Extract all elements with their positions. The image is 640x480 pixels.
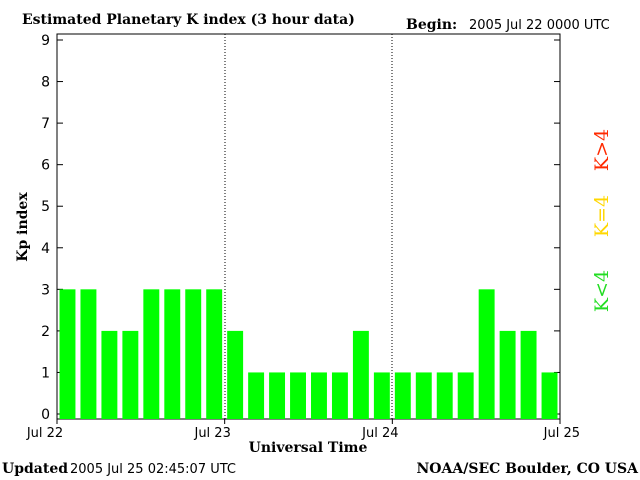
kp-bar [541, 372, 558, 419]
updated-label: Updated [2, 461, 68, 477]
y-tick-label: 2 [41, 324, 50, 340]
kp-bar [185, 289, 202, 419]
kp-bar [331, 372, 348, 419]
y-tick-label: 0 [41, 407, 50, 423]
kp-bar [290, 372, 306, 419]
y-tick-label: 3 [41, 282, 50, 298]
kp-bar [415, 372, 432, 419]
y-tick-label: 6 [41, 158, 50, 174]
y-tick-label: 1 [41, 365, 50, 381]
chart-title: Estimated Planetary K index (3 hour data… [22, 12, 355, 28]
kp-bar [520, 330, 537, 419]
kp-bar [206, 289, 223, 419]
kp-bar [436, 372, 453, 419]
kp-bar [101, 330, 118, 419]
kp-bar [311, 372, 327, 419]
kp-bar [248, 372, 265, 419]
y-tick-label: 9 [41, 33, 50, 49]
source-credit: NOAA/SEC Boulder, CO USA [417, 461, 640, 477]
kp-bar [478, 289, 495, 419]
kp-bar [499, 330, 516, 419]
kp-bar [394, 372, 411, 419]
x-tick-label: Jul 22 [26, 426, 63, 441]
begin-value: 2005 Jul 22 0000 UTC [469, 18, 610, 33]
y-axis-ticks: 0 1 2 3 4 5 6 7 8 9 [41, 33, 560, 423]
legend-k-greater-4: K>4 [591, 129, 613, 171]
kp-bar [59, 289, 76, 419]
x-tick-label: Jul 24 [361, 426, 398, 441]
kp-bar [164, 289, 181, 419]
x-axis-ticks: Jul 22 Jul 23 Jul 24 Jul 25 [26, 419, 580, 441]
kp-bar [373, 372, 390, 419]
bars [59, 289, 558, 419]
legend-k-equal-4: K=4 [591, 195, 613, 237]
y-axis-label: Kp index [15, 192, 31, 262]
legend-k-less-4: K<4 [591, 270, 613, 312]
kp-bar [80, 289, 97, 419]
kp-bar [269, 372, 286, 419]
x-tick-label: Jul 25 [543, 426, 580, 441]
y-tick-label: 5 [41, 199, 50, 215]
kp-bar [143, 289, 160, 419]
x-tick-label: Jul 23 [193, 426, 230, 441]
x-axis-label: Universal Time [249, 440, 368, 456]
y-tick-label: 8 [41, 75, 50, 91]
begin-label: Begin: [406, 17, 457, 33]
y-tick-label: 4 [41, 241, 50, 257]
kp-bar [457, 372, 474, 419]
kp-bar [227, 330, 244, 419]
updated-value: 2005 Jul 25 02:45:07 UTC [70, 462, 236, 477]
plot-frame [56, 33, 561, 420]
y-tick-label: 7 [41, 116, 50, 132]
kp-bar [352, 330, 369, 419]
kp-bar [122, 330, 139, 419]
